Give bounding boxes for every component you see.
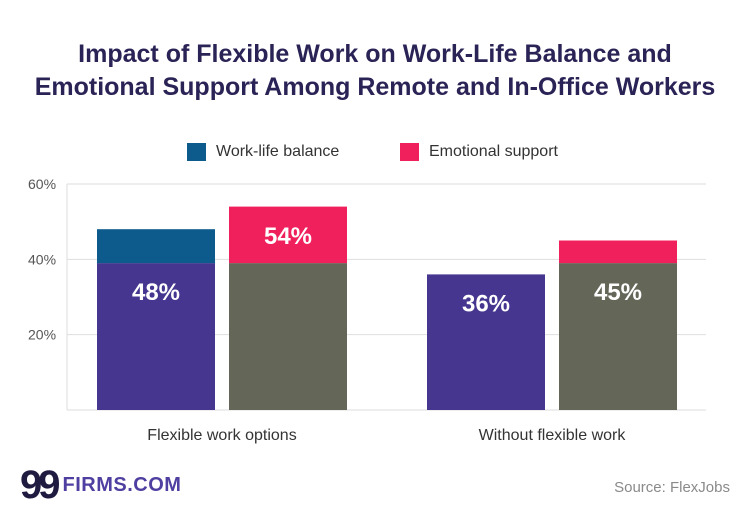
- bar-work-life-balance-flexible-top: [97, 229, 215, 264]
- bar-emotional-support-without-flexible-base: [559, 263, 677, 410]
- chart-legend: Work-life balance Emotional support: [0, 143, 750, 165]
- legend-swatch-work-life-balance: [187, 143, 206, 161]
- y-tick-label-60: 60%: [28, 176, 56, 192]
- bar-work-life-balance-flexible-base: [97, 263, 215, 410]
- y-tick-label-20: 20%: [28, 327, 56, 343]
- legend-label-emotional-support: Emotional support: [429, 143, 558, 160]
- legend-label-work-life-balance: Work-life balance: [216, 143, 340, 160]
- bar-work-life-balance-without-flexible-base: [427, 274, 545, 410]
- data-label-work-life-balance-flexible: 48%: [132, 279, 180, 306]
- bar-emotional-support-flexible-top: [229, 206, 347, 264]
- bar-emotional-support-without-flexible-top: [559, 240, 677, 264]
- y-tick-label-40: 40%: [28, 251, 56, 267]
- chart-title: Impact of Flexible Work on Work-Life Bal…: [0, 38, 750, 104]
- x-category-label-without-flexible: Without flexible work: [479, 427, 627, 444]
- legend-swatch-emotional-support: [400, 143, 419, 161]
- data-label-emotional-support-without-flexible: 45%: [594, 279, 642, 306]
- legend-item-work-life-balance: Work-life balance: [187, 143, 339, 161]
- bar-emotional-support-flexible-base: [229, 263, 347, 410]
- x-category-label-flexible: Flexible work options: [147, 427, 296, 444]
- data-label-work-life-balance-without-flexible: 36%: [462, 290, 510, 317]
- data-label-emotional-support-flexible: 54%: [264, 223, 312, 250]
- legend-item-emotional-support: Emotional support: [400, 143, 558, 161]
- source-note: Source: FlexJobs: [614, 479, 730, 496]
- chart-title-line-1: Impact of Flexible Work on Work-Life Bal…: [78, 40, 672, 68]
- brand-logo-mark: 99: [20, 463, 60, 507]
- chart-title-line-2: Emotional Support Among Remote and In-Of…: [34, 73, 716, 101]
- brand-logo: 99 FIRMS.COM: [20, 465, 181, 505]
- brand-logo-text: FIRMS.COM: [62, 473, 182, 496]
